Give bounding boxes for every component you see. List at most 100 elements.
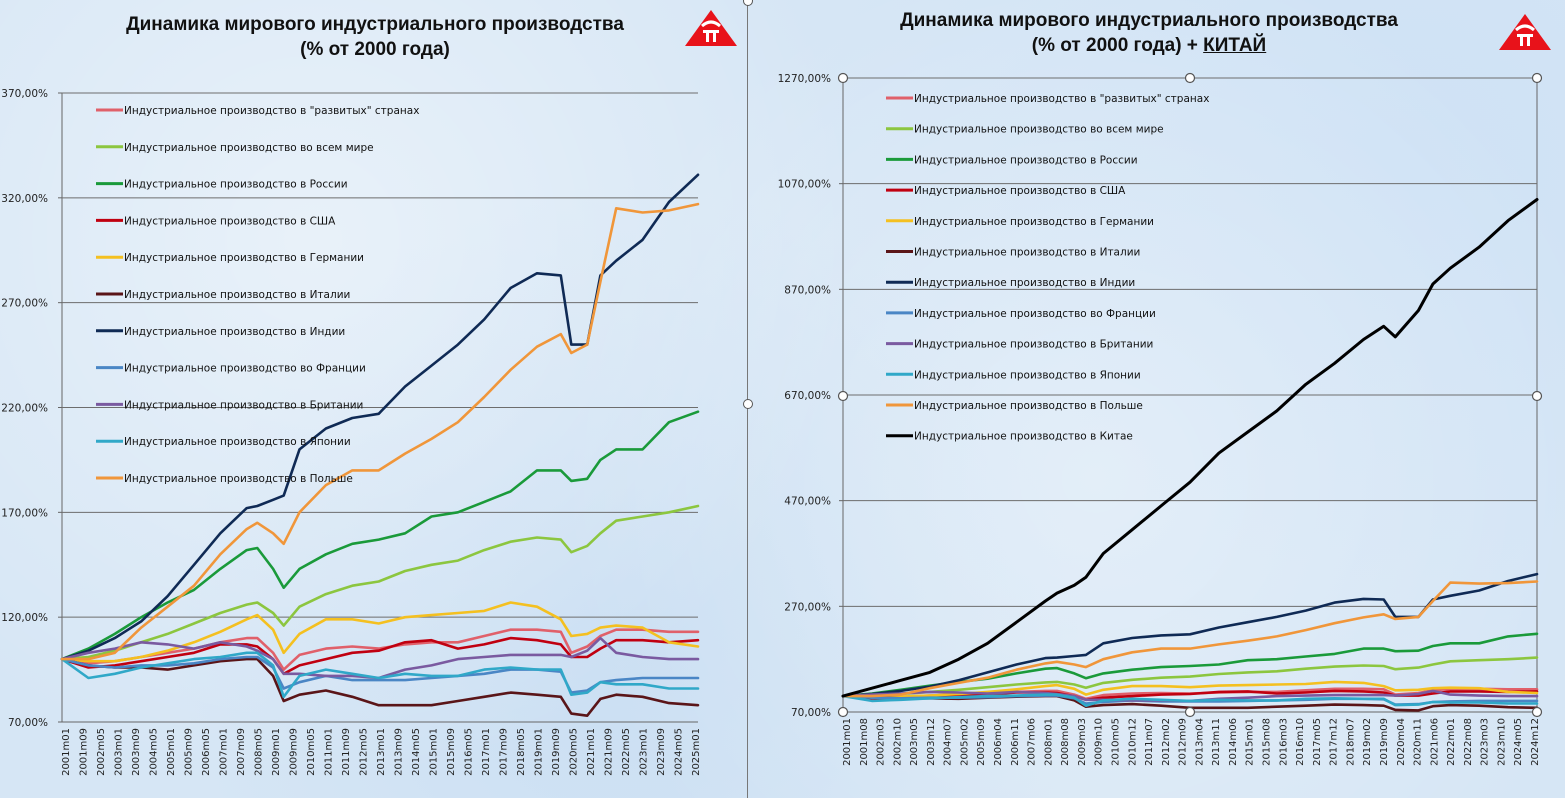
x-tick-label: 2024m05 (1513, 718, 1524, 766)
x-tick-label: 2016m10 (1295, 718, 1306, 766)
series-line-germany (60, 601, 700, 663)
legend-label-poland: Индустриальное производство в Польше (124, 473, 353, 485)
x-tick-label: 2011m01 (324, 728, 335, 776)
x-tick-label: 2018m05 (516, 728, 527, 776)
legend-label-france: Индустриальное производство во Франции (914, 308, 1156, 320)
legend-label-world: Индустриальное производство во всем мире (124, 142, 374, 154)
chart-selection-handle[interactable] (837, 72, 849, 84)
y-tick-label: 270,00% (784, 601, 831, 613)
x-tick-label: 2010m12 (1127, 718, 1138, 766)
x-tick-label: 2019m09 (551, 728, 562, 776)
right-title-line2: (% от 2000 года) + КИТАЙ (809, 33, 1489, 58)
x-tick-label: 2017m12 (1329, 718, 1340, 766)
x-tick-label: 2023m03 (1480, 718, 1491, 766)
x-tick-label: 2017m09 (499, 728, 510, 776)
logo-icon-right (1499, 14, 1551, 50)
y-tick-label: 120,00% (1, 612, 48, 624)
x-tick-label: 2012m02 (1161, 718, 1172, 766)
chart-selection-handle[interactable] (1531, 72, 1543, 84)
x-tick-label: 2008m01 (1043, 718, 1054, 766)
x-tick-label: 2017m05 (1312, 718, 1323, 766)
y-tick-label: 670,00% (784, 390, 831, 402)
x-tick-label: 2023m09 (656, 728, 667, 776)
legend-label-japan: Индустриальное производство в Японии (914, 369, 1141, 381)
x-tick-label: 2012m09 (1178, 718, 1189, 766)
chart-selection-handle[interactable] (1531, 390, 1543, 402)
right-chart-svg: 1270,00% 1070,00% 870,00% 670,00% 470,00% 270… (778, 72, 1543, 766)
x-tick-label: 2021m09 (604, 728, 615, 776)
legend-label-germany: Индустриальное производство в Германии (124, 252, 364, 264)
x-tick-label: 2002m10 (892, 718, 903, 766)
x-tick-label: 2009m01 (271, 728, 282, 776)
x-tick-label: 2013m04 (1194, 718, 1205, 766)
x-tick-label: 2006m04 (993, 718, 1004, 766)
x-tick-label: 2015m01 (1245, 718, 1256, 766)
left-title-line2: (% от 2000 года) (300, 39, 450, 60)
right-title-line1: Динамика мирового индустриального произв… (900, 10, 1398, 31)
series-line-france (60, 655, 700, 694)
y-tick-label: 470,00% (784, 496, 831, 508)
x-tick-label: 2001m09 (79, 728, 90, 776)
legend-label-japan: Индустриальное производство в Японии (124, 436, 351, 448)
legend-label-india: Индустриальное производство в Индии (914, 277, 1135, 289)
x-tick-label: 2009m10 (1094, 718, 1105, 766)
series-line-usa (60, 636, 700, 676)
legend-label-uk: Индустриальное производство в Британии (914, 339, 1153, 351)
x-tick-label: 2013m11 (1211, 718, 1222, 766)
right-chart-panel: Динамика мирового индустриального произв… (749, 0, 1565, 798)
legend-label-poland: Индустриальное производство в Польше (914, 400, 1143, 412)
y-tick-label: 170,00% (1, 507, 48, 519)
x-tick-label: 2005m02 (959, 718, 970, 766)
left-chart-svg: 370,00% 320,00% 270,00% 220,00% 170,00% 120,0… (1, 88, 702, 776)
resize-handle-top[interactable] (743, 0, 753, 6)
x-tick-label: 2012m05 (359, 728, 370, 776)
legend-label-russia: Индустриальное производство в России (124, 179, 348, 191)
chart-selection-handle[interactable] (837, 390, 849, 402)
x-tick-label: 2006m05 (201, 728, 212, 776)
x-tick-label: 2023m01 (639, 728, 650, 776)
left-chart-panel: Динамика мирового индустриального произв… (0, 0, 748, 798)
x-tick-label: 2025m01 (691, 728, 702, 776)
chart-selection-handle[interactable] (1184, 72, 1196, 84)
x-tick-label: 2008m08 (1060, 718, 1071, 766)
x-tick-label: 2016m05 (464, 728, 475, 776)
series-line-india (60, 173, 700, 661)
x-tick-label: 2002m05 (96, 728, 107, 776)
x-tick-label: 2007m06 (1027, 718, 1038, 766)
legend-label-italy: Индустриальное производство в Италии (914, 247, 1140, 259)
x-tick-label: 2020m05 (569, 728, 580, 776)
x-tick-label: 2009m09 (289, 728, 300, 776)
x-tick-label: 2001m08 (859, 718, 870, 766)
x-tick-label: 2022m08 (1463, 718, 1474, 766)
chart-selection-handle[interactable] (1531, 706, 1543, 718)
x-tick-label: 2004m07 (943, 718, 954, 766)
chart-selection-handle[interactable] (837, 706, 849, 718)
x-tick-label: 2013m09 (394, 728, 405, 776)
x-tick-label: 2003m05 (909, 718, 920, 766)
series-line-poland (60, 202, 700, 661)
x-tick-label: 2020m04 (1396, 718, 1407, 766)
x-tick-label: 2017m01 (481, 728, 492, 776)
legend-label-italy: Индустриальное производство в Италии (124, 289, 350, 301)
x-tick-label: 2023m10 (1496, 718, 1507, 766)
y-tick-label: 1070,00% (778, 179, 831, 191)
x-tick-label: 2003m12 (926, 718, 937, 766)
x-tick-label: 2005m01 (166, 728, 177, 776)
legend-label-india: Индустриальное производство в Индии (124, 326, 345, 338)
logo-icon (685, 10, 737, 46)
series-line-world (60, 504, 700, 661)
x-tick-label: 2018m07 (1345, 718, 1356, 766)
x-tick-label: 2014m05 (411, 728, 422, 776)
series-line-developed (60, 628, 700, 671)
x-tick-label: 2016m03 (1278, 718, 1289, 766)
chart-selection-handle[interactable] (1184, 706, 1196, 718)
x-tick-label: 2022m05 (621, 728, 632, 776)
legend-label-russia: Индустриальное производство в России (914, 154, 1138, 166)
x-tick-label: 2015m01 (429, 728, 440, 776)
x-tick-label: 2022m01 (1446, 718, 1457, 766)
x-tick-label: 2019m01 (534, 728, 545, 776)
y-tick-label: 220,00% (1, 403, 48, 415)
resize-handle-middle[interactable] (743, 399, 753, 409)
x-tick-label: 2001m01 (842, 718, 853, 766)
legend-label-uk: Индустриальное производство в Британии (124, 399, 363, 411)
